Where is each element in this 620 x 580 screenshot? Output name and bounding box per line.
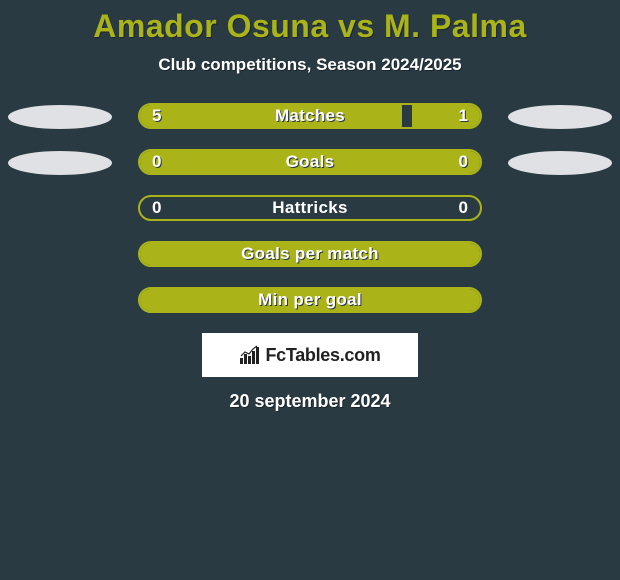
player-badge-right xyxy=(508,151,612,175)
stat-bar: 00Goals xyxy=(138,149,482,175)
stat-bar-left-fill xyxy=(140,243,480,265)
stat-bar: 51Matches xyxy=(138,103,482,129)
player-badge-right xyxy=(508,105,612,129)
stat-bar-left-fill xyxy=(140,105,402,127)
page-subtitle: Club competitions, Season 2024/2025 xyxy=(0,55,620,75)
stat-row: Goals per match xyxy=(0,241,620,269)
stat-bar: Goals per match xyxy=(138,241,482,267)
stat-row: 00Goals xyxy=(0,149,620,177)
brand-inner: FcTables.com xyxy=(239,345,380,366)
date-label: 20 september 2024 xyxy=(0,391,620,412)
page-title: Amador Osuna vs M. Palma xyxy=(0,8,620,45)
bars-icon xyxy=(239,345,261,365)
stat-row: 0 0Hattricks xyxy=(0,195,620,223)
stat-bar: Min per goal xyxy=(138,287,482,313)
stat-bar: 0 0Hattricks xyxy=(138,195,482,221)
stat-bar-left-fill xyxy=(140,151,480,173)
stat-value-left: 0 xyxy=(152,198,161,218)
stat-value-right: 0 xyxy=(459,198,468,218)
stat-label: Hattricks xyxy=(140,198,480,218)
brand-badge: FcTables.com xyxy=(202,333,418,377)
comparison-panel: Amador Osuna vs M. Palma Club competitio… xyxy=(0,0,620,412)
stat-bar-right-fill xyxy=(412,105,480,127)
stat-row: Min per goal xyxy=(0,287,620,315)
player-badge-left xyxy=(8,105,112,129)
player-badge-left xyxy=(8,151,112,175)
stats-list: 51Matches 00Goals 0 0Hattricks Goals per mat… xyxy=(0,103,620,315)
brand-text: FcTables.com xyxy=(265,345,380,366)
stat-bar-left-fill xyxy=(140,289,480,311)
stat-row: 51Matches xyxy=(0,103,620,131)
